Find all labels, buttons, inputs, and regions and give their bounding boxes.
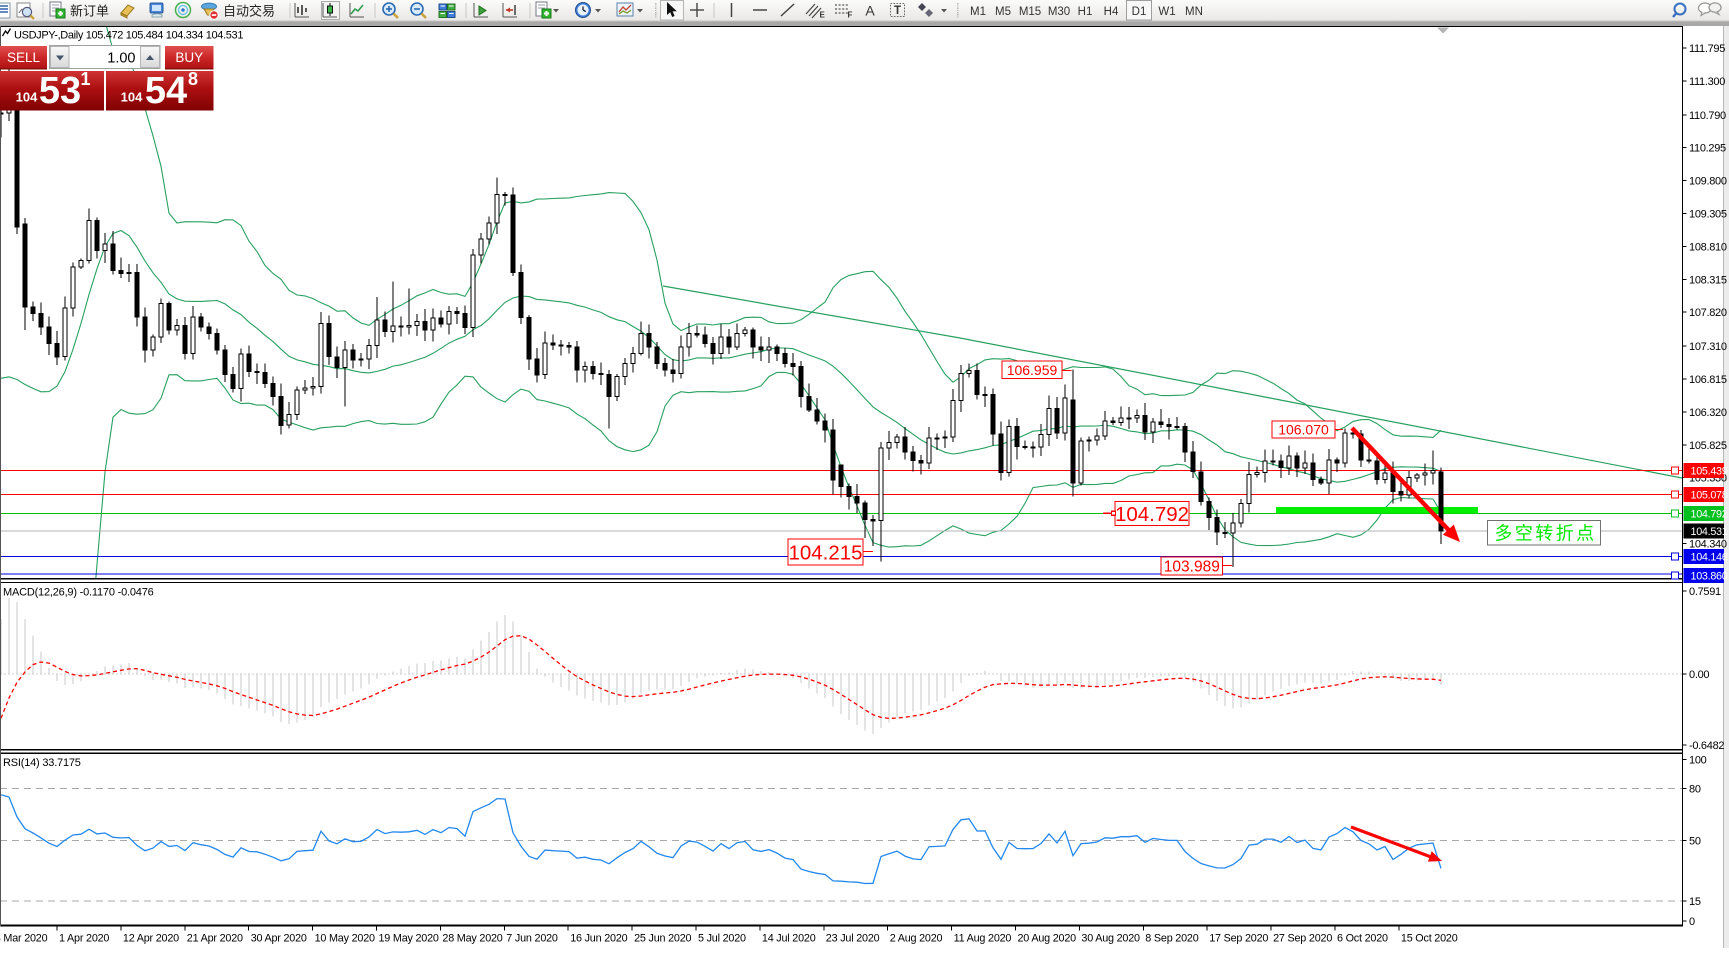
svg-text:2 Aug 2020: 2 Aug 2020 bbox=[890, 933, 943, 945]
svg-text:104.340: 104.340 bbox=[1689, 539, 1727, 551]
svg-text:15 Oct 2020: 15 Oct 2020 bbox=[1401, 933, 1458, 945]
svg-text:12 Apr 2020: 12 Apr 2020 bbox=[123, 933, 179, 945]
svg-text:M1: M1 bbox=[970, 6, 986, 18]
svg-text:M5: M5 bbox=[995, 6, 1011, 18]
svg-text:1.00: 1.00 bbox=[107, 51, 135, 67]
svg-text:新订单: 新订单 bbox=[70, 4, 109, 19]
svg-text:D1: D1 bbox=[1132, 6, 1147, 18]
svg-text:105.439: 105.439 bbox=[1691, 466, 1728, 478]
svg-text:111.795: 111.795 bbox=[1689, 43, 1725, 55]
svg-text:H4: H4 bbox=[1104, 6, 1119, 18]
svg-text:RSI(14) 33.7175: RSI(14) 33.7175 bbox=[3, 757, 81, 769]
svg-text:BUY: BUY bbox=[175, 50, 203, 65]
svg-text:104.531: 104.531 bbox=[1691, 526, 1728, 538]
svg-text:103.989: 103.989 bbox=[1164, 559, 1220, 576]
svg-text:104.215: 104.215 bbox=[788, 541, 862, 564]
svg-text:109.305: 109.305 bbox=[1689, 209, 1727, 221]
svg-text:E: E bbox=[820, 11, 826, 20]
svg-text:105.825: 105.825 bbox=[1689, 440, 1727, 452]
svg-text:H1: H1 bbox=[1078, 6, 1093, 18]
svg-text:23 Mar 2020: 23 Mar 2020 bbox=[0, 933, 48, 945]
svg-text:100: 100 bbox=[1689, 755, 1707, 767]
svg-text:11 Aug 2020: 11 Aug 2020 bbox=[954, 933, 1012, 945]
svg-text:20 Aug 2020: 20 Aug 2020 bbox=[1018, 933, 1077, 945]
svg-text:50: 50 bbox=[1689, 836, 1701, 848]
svg-text:SELL: SELL bbox=[7, 50, 41, 65]
svg-text:F: F bbox=[848, 11, 853, 20]
svg-text:21 Apr 2020: 21 Apr 2020 bbox=[187, 933, 243, 945]
svg-text:A: A bbox=[865, 3, 875, 19]
svg-text:M15: M15 bbox=[1019, 6, 1041, 18]
svg-text:8: 8 bbox=[188, 69, 198, 89]
svg-text:W1: W1 bbox=[1158, 6, 1175, 18]
svg-text:23 Jul 2020: 23 Jul 2020 bbox=[826, 933, 880, 945]
svg-text:108.315: 108.315 bbox=[1689, 274, 1727, 286]
svg-text:27 Sep 2020: 27 Sep 2020 bbox=[1273, 933, 1332, 945]
svg-text:104: 104 bbox=[16, 90, 38, 105]
svg-text:1 Apr 2020: 1 Apr 2020 bbox=[59, 933, 109, 945]
svg-text:107.820: 107.820 bbox=[1689, 307, 1727, 319]
svg-text:104.792: 104.792 bbox=[1115, 503, 1189, 526]
svg-text:104.146: 104.146 bbox=[1691, 552, 1728, 564]
svg-text:109.800: 109.800 bbox=[1689, 176, 1727, 188]
svg-text:103.860: 103.860 bbox=[1691, 571, 1728, 583]
svg-text:多空转折点: 多空转折点 bbox=[1495, 524, 1597, 544]
svg-text:M30: M30 bbox=[1048, 6, 1070, 18]
svg-text:80: 80 bbox=[1689, 784, 1701, 796]
svg-text:MN: MN bbox=[1185, 6, 1203, 18]
svg-text:-0.6482: -0.6482 bbox=[1689, 740, 1724, 752]
svg-text:6 Oct 2020: 6 Oct 2020 bbox=[1337, 933, 1388, 945]
svg-text:10 May 2020: 10 May 2020 bbox=[315, 933, 375, 945]
svg-text:53: 53 bbox=[39, 70, 81, 112]
svg-text:7 Jun 2020: 7 Jun 2020 bbox=[506, 933, 558, 945]
svg-text:1: 1 bbox=[80, 69, 90, 89]
svg-text:自动交易: 自动交易 bbox=[223, 4, 275, 19]
svg-text:106.070: 106.070 bbox=[1278, 422, 1329, 438]
svg-text:USDJPY-,Daily 105.472 105.484: USDJPY-,Daily 105.472 105.484 104.334 10… bbox=[14, 30, 243, 42]
svg-text:0.7591: 0.7591 bbox=[1689, 586, 1721, 598]
svg-text:0.00: 0.00 bbox=[1689, 669, 1709, 681]
svg-text:30 Aug 2020: 30 Aug 2020 bbox=[1081, 933, 1140, 945]
svg-text:104.792: 104.792 bbox=[1691, 509, 1728, 521]
svg-text:8 Sep 2020: 8 Sep 2020 bbox=[1145, 933, 1198, 945]
svg-text:16 Jun 2020: 16 Jun 2020 bbox=[570, 933, 627, 945]
svg-text:MACD(12,26,9) -0.1170 -0.0476: MACD(12,26,9) -0.1170 -0.0476 bbox=[3, 587, 154, 599]
svg-text:106.320: 106.320 bbox=[1689, 407, 1727, 419]
svg-text:107.310: 107.310 bbox=[1689, 341, 1727, 353]
svg-text:106.815: 106.815 bbox=[1689, 374, 1727, 386]
svg-text:110.295: 110.295 bbox=[1689, 143, 1726, 155]
svg-text:25 Jun 2020: 25 Jun 2020 bbox=[634, 933, 691, 945]
svg-text:5 Jul 2020: 5 Jul 2020 bbox=[698, 933, 746, 945]
svg-text:14 Jul 2020: 14 Jul 2020 bbox=[762, 933, 816, 945]
svg-text:111.300: 111.300 bbox=[1689, 76, 1725, 88]
svg-text:0: 0 bbox=[1689, 916, 1695, 928]
svg-text:54: 54 bbox=[145, 70, 187, 112]
svg-text:104: 104 bbox=[121, 90, 143, 105]
svg-text:108.810: 108.810 bbox=[1689, 241, 1727, 253]
svg-text:105.078: 105.078 bbox=[1691, 490, 1728, 502]
svg-text:30 Apr 2020: 30 Apr 2020 bbox=[251, 933, 307, 945]
svg-text:28 May 2020: 28 May 2020 bbox=[442, 933, 502, 945]
svg-text:T: T bbox=[894, 5, 901, 17]
svg-text:110.790: 110.790 bbox=[1689, 110, 1726, 122]
svg-text:15: 15 bbox=[1689, 896, 1701, 908]
svg-text:19 May 2020: 19 May 2020 bbox=[379, 933, 439, 945]
svg-text:17 Sep 2020: 17 Sep 2020 bbox=[1209, 933, 1268, 945]
svg-text:106.959: 106.959 bbox=[1007, 362, 1058, 378]
